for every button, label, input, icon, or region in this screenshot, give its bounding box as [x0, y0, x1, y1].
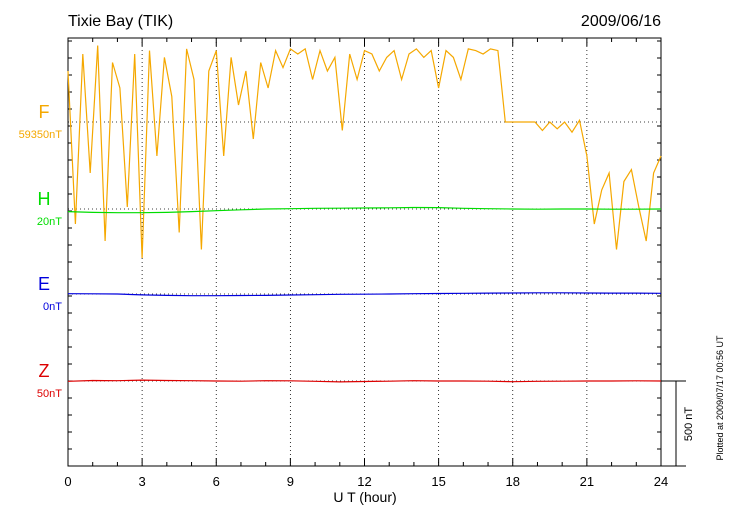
series-name-e: E: [38, 274, 50, 294]
axis-ticks: [67, 38, 662, 467]
x-tick-label: 24: [654, 474, 668, 489]
x-tick-label: 6: [213, 474, 220, 489]
series-line-z: [67, 379, 662, 383]
chart-date: 2009/06/16: [581, 13, 661, 30]
scale-bar-label: 500 nT: [683, 407, 695, 442]
x-tick-label: 0: [64, 474, 71, 489]
series-lines: [67, 45, 662, 383]
series-name-h: H: [38, 189, 51, 209]
series-name-z: Z: [39, 361, 50, 381]
x-tick-label: 12: [357, 474, 371, 489]
series-name-f: F: [39, 102, 50, 122]
series-baseline-h: 20nT: [37, 216, 62, 228]
chart-title: Tixie Bay (TIK): [68, 13, 173, 30]
series-line-e: [67, 292, 662, 297]
x-axis-label: U T (hour): [333, 489, 396, 505]
plotted-note: Plotted at 2009/07/17 00:56 UT: [715, 335, 725, 461]
series-line-h: [67, 206, 662, 214]
series-baseline-z: 50nT: [37, 388, 62, 400]
x-tick-label: 9: [287, 474, 294, 489]
series-baseline-f: 59350nT: [19, 129, 63, 141]
x-tick-label: 15: [431, 474, 445, 489]
grid: [68, 38, 661, 466]
x-tick-labels: 0 3 6 9 12 15 18 21 24: [64, 474, 668, 489]
x-tick-label: 21: [580, 474, 594, 489]
series-baseline-e: 0nT: [43, 301, 62, 313]
scale-bar: 500 nT: [661, 380, 695, 467]
x-tick-label: 3: [139, 474, 146, 489]
series-line-f: [67, 45, 662, 259]
x-tick-label: 18: [506, 474, 520, 489]
series-labels: F 59350nT H 20nT E 0nT Z 50nT: [19, 102, 63, 400]
